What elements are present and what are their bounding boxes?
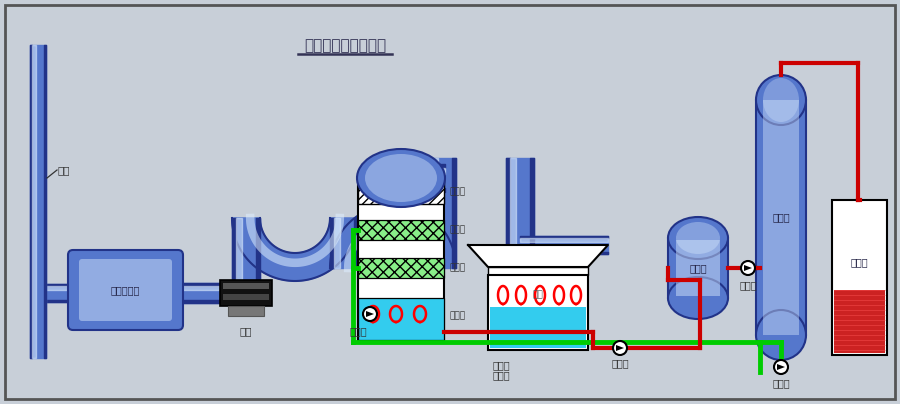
Bar [220, 280, 272, 306]
Circle shape [741, 261, 755, 275]
Ellipse shape [676, 222, 720, 254]
FancyBboxPatch shape [68, 250, 183, 330]
Bar [358, 258, 444, 278]
Bar [834, 290, 885, 353]
Text: 吸附剂: 吸附剂 [493, 370, 510, 380]
Text: 风机: 风机 [239, 326, 252, 336]
Bar [763, 100, 799, 335]
Ellipse shape [763, 78, 799, 122]
Polygon shape [616, 345, 624, 351]
Bar [358, 298, 444, 340]
Polygon shape [744, 265, 752, 271]
Bar [832, 200, 887, 355]
Bar [668, 238, 728, 298]
Polygon shape [777, 364, 785, 370]
Text: 循环泵: 循环泵 [350, 326, 367, 336]
Ellipse shape [357, 149, 445, 207]
FancyBboxPatch shape [79, 259, 172, 321]
Circle shape [363, 307, 377, 321]
Text: 混合液: 混合液 [493, 360, 510, 370]
Polygon shape [366, 311, 374, 317]
Bar [488, 267, 588, 275]
Ellipse shape [756, 75, 806, 125]
Bar [488, 275, 588, 350]
Bar [358, 178, 444, 340]
Text: 回收槽: 回收槽 [850, 257, 868, 267]
Bar [676, 240, 720, 296]
Polygon shape [232, 218, 358, 281]
Circle shape [774, 360, 788, 374]
Text: 喷淋水: 喷淋水 [449, 187, 465, 196]
Text: 废气: 废气 [533, 290, 544, 299]
Text: 烟囱: 烟囱 [58, 165, 70, 175]
Ellipse shape [668, 277, 728, 319]
Text: 固体过滤器: 固体过滤器 [111, 285, 140, 295]
Text: 加压泵: 加压泵 [739, 280, 757, 290]
Text: 分离器: 分离器 [772, 213, 790, 223]
Circle shape [613, 341, 627, 355]
Bar [228, 306, 264, 316]
Polygon shape [330, 205, 456, 268]
Text: 填料层: 填料层 [449, 263, 465, 273]
Ellipse shape [365, 154, 437, 202]
Bar [358, 178, 444, 204]
Text: 储液槽: 储液槽 [689, 263, 706, 273]
Text: 液封槽: 液封槽 [449, 311, 465, 320]
Polygon shape [468, 245, 608, 267]
Ellipse shape [756, 310, 806, 360]
Bar [358, 220, 444, 240]
Bar [223, 283, 269, 289]
Bar [490, 307, 586, 348]
Text: 填料层: 填料层 [449, 225, 465, 234]
Bar [223, 294, 269, 300]
Bar [756, 100, 806, 335]
Text: 加压泵: 加压泵 [611, 358, 629, 368]
Ellipse shape [668, 217, 728, 259]
Text: 废气回收工艺流程图: 废气回收工艺流程图 [304, 38, 386, 53]
Text: 加压泵: 加压泵 [772, 378, 790, 388]
